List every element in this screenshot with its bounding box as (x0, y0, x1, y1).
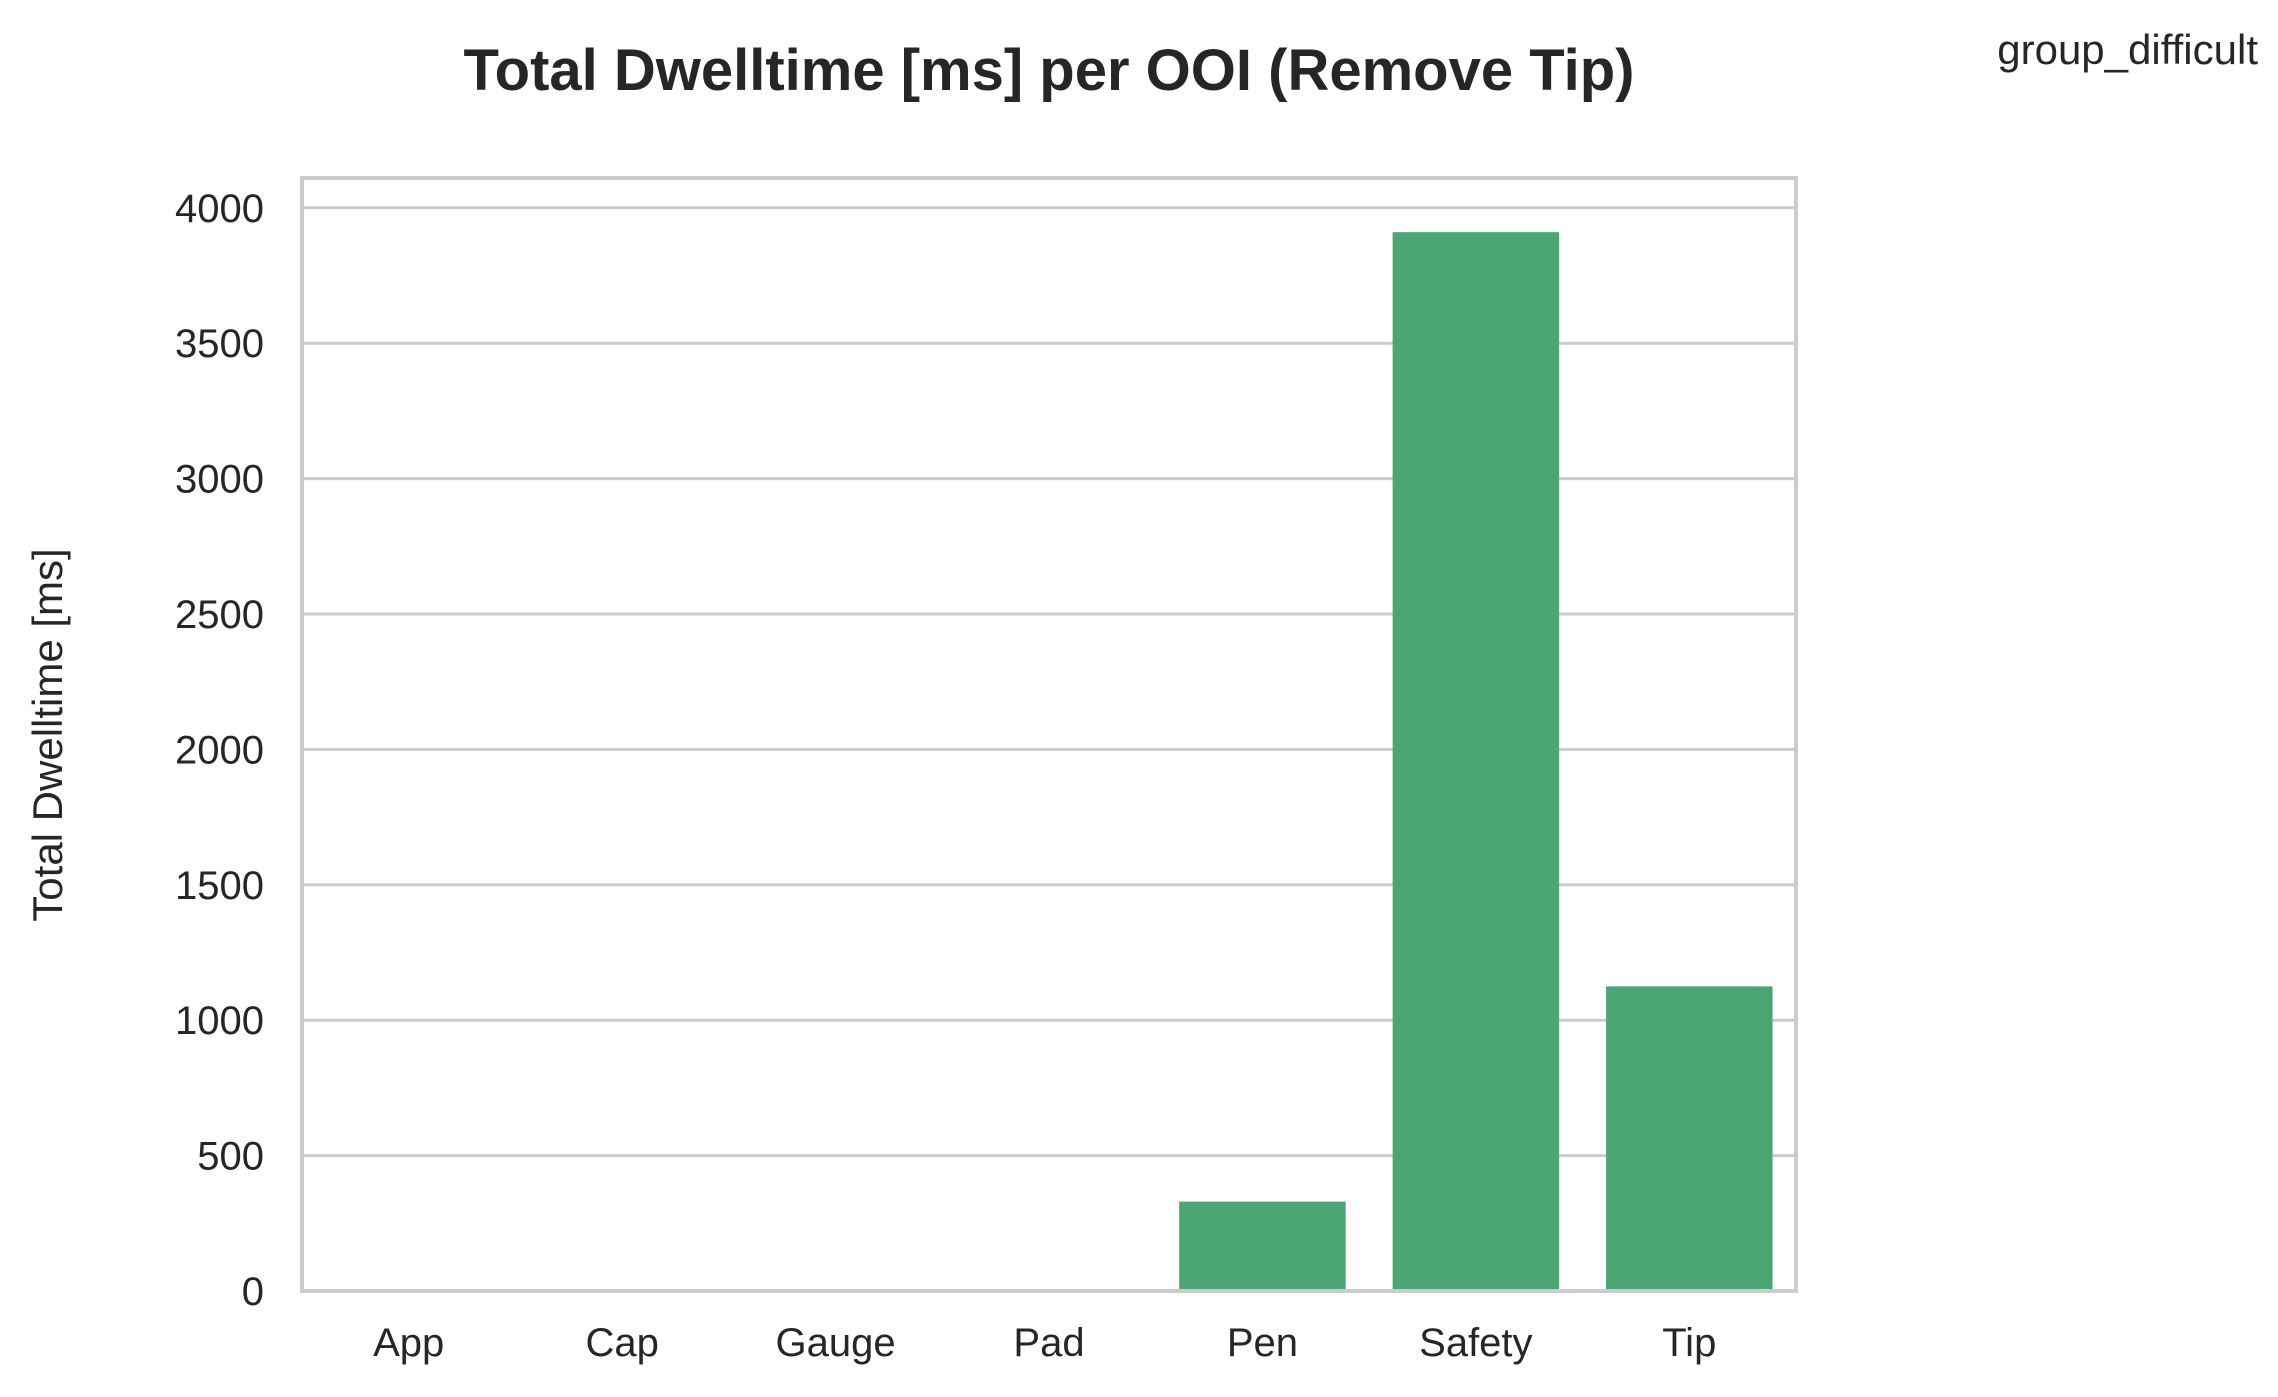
legend-title: group_difficult (1997, 26, 2258, 73)
x-tick-label: Safety (1419, 1321, 1532, 1365)
x-tick-label: Pad (1013, 1321, 1084, 1365)
y-tick-label: 2000 (175, 728, 264, 772)
plot-frame (300, 176, 1798, 1293)
bar-safety (1392, 232, 1560, 1291)
gridlines (302, 206, 1796, 1293)
y-tick-labels: 0 500 1000 1500 2000 2500 3000 3500 4000 (175, 187, 264, 1314)
y-tick-label: 2500 (175, 593, 264, 637)
y-tick-label: 3000 (175, 458, 264, 502)
y-tick-label: 0 (242, 1270, 264, 1314)
y-tick-label: 3500 (175, 322, 264, 366)
y-tick-label: 1500 (175, 864, 264, 908)
chart-title: Total Dwelltime [ms] per OOI (Remove Tip… (464, 38, 1635, 103)
bar-tip (1606, 986, 1773, 1291)
x-tick-label: Gauge (776, 1321, 896, 1365)
y-tick-label: 500 (197, 1135, 264, 1179)
x-tick-label: Pen (1227, 1321, 1298, 1365)
y-tick-label: 1000 (175, 999, 264, 1043)
x-tick-label: Tip (1662, 1321, 1716, 1365)
bar-pen (1179, 1201, 1346, 1291)
bars (1179, 232, 1773, 1291)
x-tick-label: Cap (585, 1321, 658, 1365)
y-tick-label: 4000 (175, 187, 264, 231)
x-tick-labels: App Cap Gauge Pad Pen Safety Tip (373, 1321, 1716, 1365)
y-axis-label: Total Dwelltime [ms] (24, 548, 71, 921)
x-tick-label: App (373, 1321, 444, 1365)
